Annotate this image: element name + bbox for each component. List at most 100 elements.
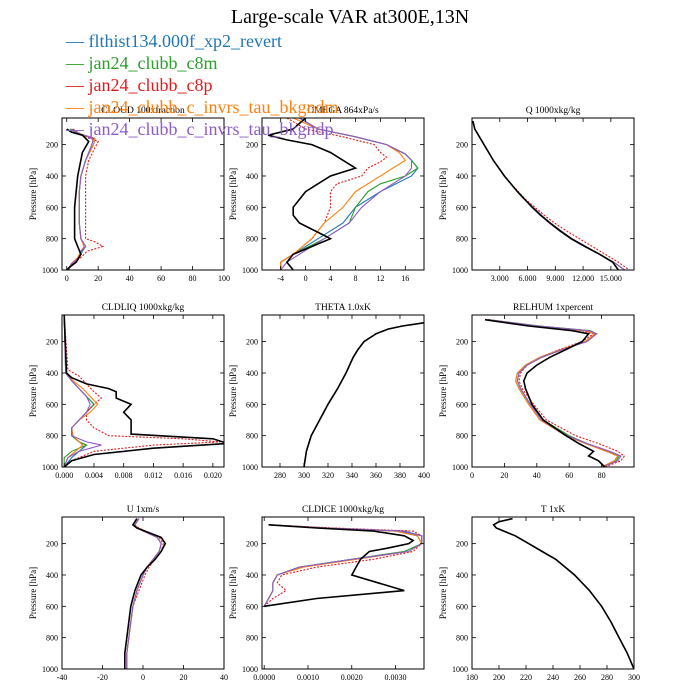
- x-tick-label: 0: [470, 471, 474, 480]
- y-tick-label: 600: [46, 203, 58, 212]
- x-tick-label: 20: [94, 274, 102, 283]
- x-tick-label: 0.000: [55, 471, 73, 480]
- y-tick-label: 400: [246, 571, 258, 580]
- legend-item: — jan24_clubb_c_invrs_tau_bkgndm: [66, 97, 339, 117]
- series-line-9-2: [492, 518, 634, 669]
- x-tick-label: 280: [601, 673, 613, 682]
- series-line-6-4: [488, 319, 619, 467]
- y-tick-label: 800: [46, 235, 58, 244]
- x-tick-label: 280: [274, 471, 286, 480]
- y-tick-label: 1000: [242, 665, 258, 674]
- x-tick-label: 0.008: [115, 471, 133, 480]
- x-tick-label: 0.016: [174, 471, 192, 480]
- series-line-9-4: [492, 518, 634, 669]
- x-tick-label: 0: [65, 274, 69, 283]
- y-tick-label: 200: [246, 540, 258, 549]
- series-line-7-3: [126, 518, 164, 669]
- series-line-2-5: [280, 118, 413, 270]
- series-line-9-5: [492, 518, 634, 669]
- x-tick-label: 4: [329, 274, 333, 283]
- x-tick-label: 12: [376, 274, 384, 283]
- panel-frame: [471, 314, 635, 468]
- legend: — flthist134.000f_xp2_revert — jan24_club…: [66, 30, 338, 140]
- x-tick-label: 6.000: [519, 274, 537, 283]
- y-axis-label: Pressure [hPa]: [228, 168, 238, 220]
- series-line-8-4: [263, 524, 423, 607]
- y-axis-label: Pressure [hPa]: [28, 567, 38, 619]
- y-tick-label: 200: [46, 338, 58, 347]
- y-tick-label: 400: [246, 172, 258, 181]
- y-axis-label: Pressure [hPa]: [438, 567, 448, 619]
- y-axis-label: Pressure [hPa]: [228, 365, 238, 417]
- x-tick-label: 9.000: [546, 274, 564, 283]
- y-tick-label: 600: [46, 400, 58, 409]
- x-tick-label: 80: [189, 274, 197, 283]
- series-line-5-4: [303, 322, 424, 467]
- y-axis-label: Pressure [hPa]: [438, 365, 448, 417]
- x-tick-label: 0.0010: [297, 673, 319, 682]
- panel-frame: [471, 117, 635, 271]
- y-tick-label: 800: [246, 432, 258, 441]
- y-tick-label: 800: [456, 634, 468, 643]
- series-line-1-6: [66, 128, 90, 270]
- x-tick-label: -40: [57, 673, 68, 682]
- y-tick-label: 200: [456, 141, 468, 150]
- x-tick-label: 40: [220, 673, 228, 682]
- y-tick-label: 600: [246, 400, 258, 409]
- y-tick-label: 200: [456, 540, 468, 549]
- y-tick-label: 400: [456, 369, 468, 378]
- y-tick-label: 1000: [452, 266, 468, 275]
- panel-frame: [471, 516, 635, 670]
- x-tick-label: 0.0000: [253, 673, 275, 682]
- x-tick-label: 40: [533, 471, 541, 480]
- y-axis-label: Pressure [hPa]: [28, 168, 38, 220]
- panel-title: T 1xK: [541, 505, 566, 515]
- series-line-9-6: [492, 517, 634, 669]
- series-line-7-6: [124, 518, 167, 669]
- x-tick-label: 100: [218, 274, 230, 283]
- y-tick-label: 200: [456, 338, 468, 347]
- y-tick-label: 800: [456, 235, 468, 244]
- panel-title: Q 1000xkg/kg: [526, 106, 581, 116]
- series-line-2-6: [268, 118, 358, 270]
- series-line-7-2: [126, 518, 162, 669]
- panel-frame: [61, 516, 225, 670]
- y-tick-label: 200: [46, 141, 58, 150]
- series-line-6-5: [488, 319, 622, 467]
- x-tick-label: 200: [493, 673, 505, 682]
- y-tick-label: 600: [456, 400, 468, 409]
- x-tick-label: 0: [141, 673, 145, 682]
- y-tick-label: 1000: [452, 463, 468, 472]
- series-line-8-6: [264, 524, 415, 608]
- x-tick-label: -20: [97, 673, 108, 682]
- x-tick-label: 15.000: [600, 274, 622, 283]
- x-tick-label: -4: [277, 274, 284, 283]
- series-line-8-3: [263, 524, 423, 607]
- series-line-4-3: [63, 315, 221, 467]
- panel-frame: [261, 516, 425, 670]
- series-line-4-1: [63, 315, 95, 467]
- series-line-7-1: [126, 518, 162, 669]
- y-tick-label: 800: [46, 634, 58, 643]
- series-line-1-4: [67, 128, 96, 270]
- legend-item: — jan24_clubb_c_invrs_tau_bkgndp: [66, 119, 334, 139]
- series-line-5-2: [303, 322, 424, 467]
- series-line-8-2: [263, 524, 423, 607]
- series-line-2-4: [280, 118, 407, 270]
- x-tick-label: 0.0020: [341, 673, 363, 682]
- panel-title: RELHUM 1xpercent: [513, 303, 593, 313]
- panel-7: 200 400 600 800 1000-40 -20 0 20 40 U 1xm/s Pressu…: [28, 505, 228, 682]
- y-tick-label: 600: [456, 203, 468, 212]
- y-tick-label: 1000: [42, 665, 58, 674]
- series-line-9-3: [492, 518, 634, 669]
- series-line-1-3: [67, 128, 105, 270]
- y-tick-label: 400: [456, 571, 468, 580]
- y-tick-label: 400: [46, 172, 58, 181]
- x-tick-label: 0: [304, 274, 308, 283]
- series-line-5-6: [303, 322, 424, 467]
